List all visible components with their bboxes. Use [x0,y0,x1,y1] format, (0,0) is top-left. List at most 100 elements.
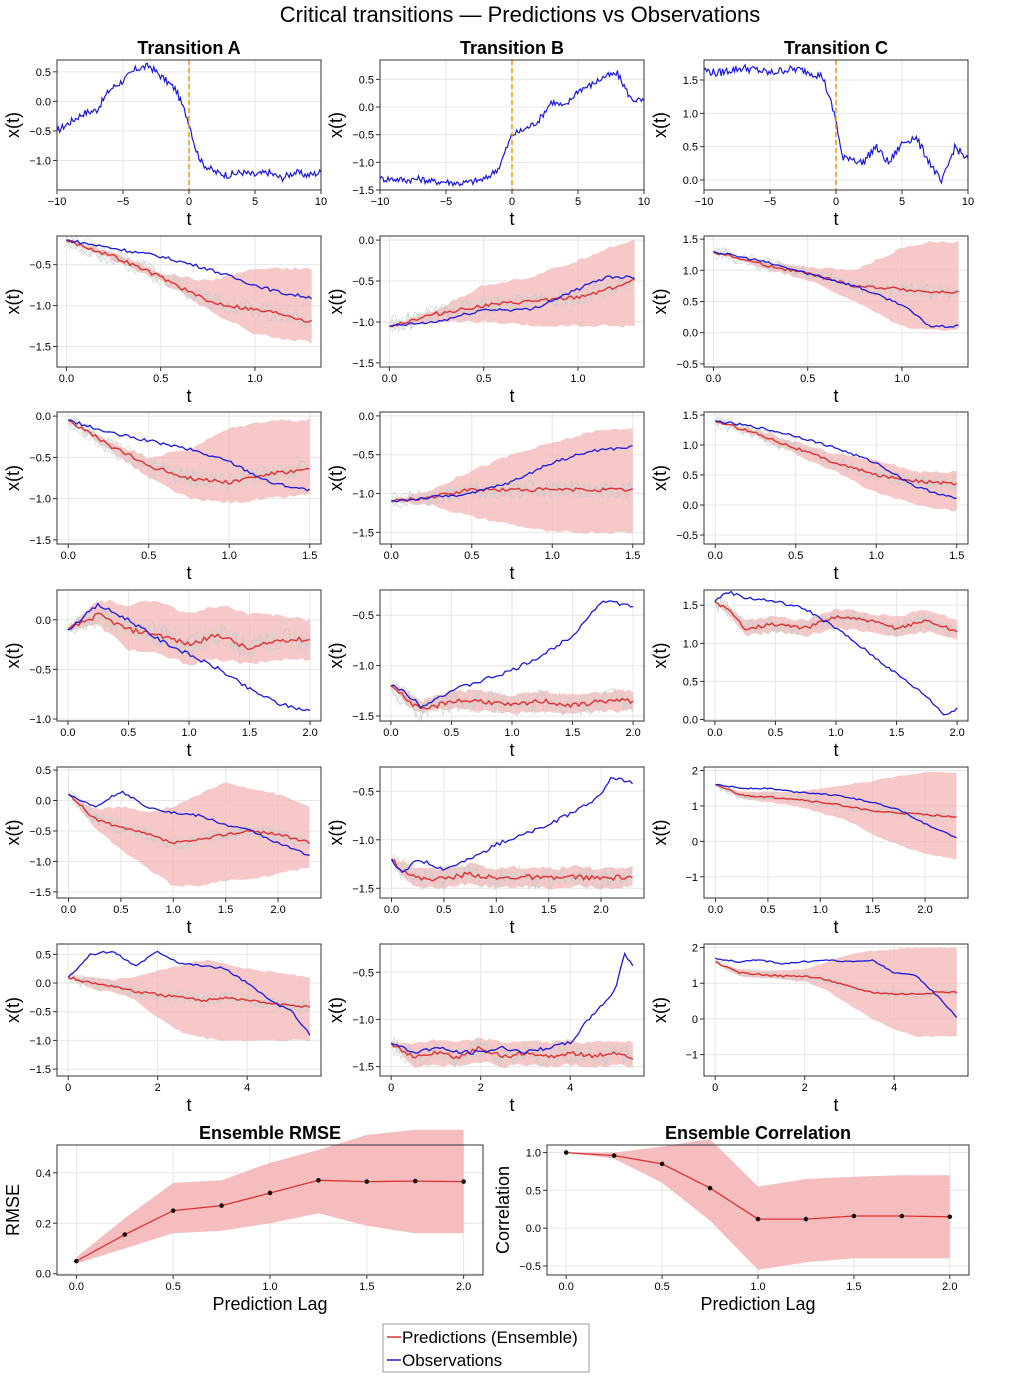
pred-panel-5-1-ytick-label: −1.5 [352,1062,374,1074]
pred-panel-3-1-ytick-label: −1.0 [352,661,374,673]
top-panel-2-xtick-label: 5 [899,196,905,208]
summary-panel-0-point [74,1258,79,1264]
top-panel-1-ytick-label: 0.0 [359,102,374,114]
pred-panel-5-0-ensemble-member [67,970,311,1014]
pred-panel-2-2-xtick-label: 0.5 [788,550,803,562]
pred-panel-1-1-frame [379,235,645,368]
summary-panel-1-point [563,1150,569,1155]
pred-panel-4-2-ensemble-member [715,783,957,822]
pred-panel-2-0-frame [56,411,322,545]
top-panel-2-xtick-label: 0 [833,196,839,208]
pred-panel-5-2-prediction-band [715,947,957,1038]
top-panel-0-ytick-label: 0.5 [36,67,51,79]
top-panel-2-xtick-label: −10 [695,196,714,208]
top-panel-0-ytick-label: 0.0 [36,96,51,108]
pred-panel-3-2-xtick-label: 2.0 [949,727,964,739]
pred-panel-5-1-ytick-label: −0.5 [352,967,374,979]
pred-panel-2-1-frame [379,411,645,545]
pred-panel-2-0-xtick-label: 1.5 [302,550,317,562]
pred-panel-1-2-observation-line [713,250,959,328]
pred-panel-1-0-xlabel: t [186,386,191,406]
pred-panel-5-1-prediction-line [390,1042,634,1060]
summary-panel-1-xtick-label: 0.5 [654,1281,669,1293]
pred-panel-1-1: 0.0 0.5 1.0 0.0 −0.5 −1.0 −1.5 t x(t) [326,235,645,406]
pred-panel-1-2-xlabel: t [833,386,838,406]
pred-panel-3-1-ytick-label: −0.5 [352,610,374,622]
pred-panel-4-0-frame [56,766,322,899]
pred-panel-5-2-ytick-label: 2 [692,943,698,955]
pred-panel-1-2-frame [703,235,969,368]
pred-panel-4-1-ylabel: x(t) [326,820,346,846]
pred-panel-5-2-ylabel: x(t) [650,997,670,1023]
pred-panel-2-0-xlabel: t [186,563,191,583]
summary-panel-0-point [412,1178,418,1184]
pred-panel-4-2-xtick-label: 2.0 [917,904,932,916]
pred-panel-5-0-xtick-label: 0 [65,1082,71,1094]
pred-panel-5-0-ytick-label: −1.0 [29,1035,51,1047]
pred-panel-2-1-xlabel: t [509,563,514,583]
pred-panel-4-0-ensemble-member [68,794,310,850]
pred-panel-4-0-xtick-label: 2.0 [270,904,285,916]
top-panel-2-xtick-label: 10 [962,196,974,208]
pred-panel-3-1-frame [379,589,645,722]
top-panel-2-ylabel: x(t) [650,112,670,138]
pred-panel-2-1-xtick-label: 1.0 [545,550,560,562]
pred-panel-1-1-xtick-label: 0.0 [382,373,397,385]
pred-panel-3-1-xtick-label: 0.0 [383,727,398,739]
pred-panel-3-1-observation-line [390,600,634,709]
pred-panel-5-0-ylabel: x(t) [3,997,23,1023]
top-panel-1-xlabel: t [509,209,514,229]
pred-panel-5-0-observation-line [67,950,311,1036]
pred-panel-4-1-xtick-label: 0.0 [384,904,399,916]
pred-panel-3-0-ytick-label: −0.5 [29,664,51,676]
pred-panel-3-0-xtick-label: 1.5 [242,727,257,739]
summary-panel-1-point [851,1213,857,1219]
pred-panel-1-0-ylabel: x(t) [3,289,23,315]
pred-panel-5-2-ytick-label: 1 [692,978,698,990]
pred-panel-5-0-frame [56,943,322,1077]
pred-panel-1-2: 0.0 0.5 1.0 1.5 1.0 0.5 0.0 −0.5 t x(t) [650,234,969,406]
pred-panel-1-2-xtick-label: 0.0 [706,373,721,385]
pred-panel-2-0-ytick-label: 0.0 [36,411,51,423]
pred-panel-2-0-prediction-band [68,419,310,504]
pred-panel-4-0-xtick-label: 0.0 [61,904,76,916]
pred-panel-4-2-xlabel: t [833,917,838,937]
top-panel-1-xtick-label: 10 [638,196,650,208]
pred-panel-1-0-ytick-label: −0.5 [29,260,51,272]
pred-panel-3-1-xlabel: t [509,740,514,760]
summary-panel-0-point [170,1208,176,1213]
summary-panel-0-xtick-label: 0.5 [166,1281,181,1293]
summary-panel-0-xtick-label: 1.5 [359,1281,374,1293]
pred-panel-2-1-xtick-label: 0.5 [464,550,479,562]
pred-panel-5-2-xlabel: t [833,1095,838,1115]
pred-panel-2-2-xtick-label: 1.5 [949,550,964,562]
summary-panel-0-ytick-label: 0.4 [36,1168,51,1180]
pred-panel-3-0-ytick-label: −1.0 [29,714,51,726]
pred-panel-2-0-xtick-label: 0.0 [61,550,76,562]
pred-panel-3-2-observation-line [714,590,958,716]
pred-panel-3-1-ensemble-member [390,683,634,721]
pred-panel-5-2-xtick-label: 4 [891,1082,897,1094]
pred-panel-3-2-prediction-line [714,600,958,633]
pred-panel-4-1: 0.0 0.5 1.0 1.5 2.0 −0.5 −1.0 −1.5 t x(t) [326,766,645,937]
pred-panel-4-1-prediction-line [391,858,633,882]
pred-panel-5-0-xlabel: t [186,1095,191,1115]
pred-panel-4-1-xtick-label: 0.5 [436,904,451,916]
pred-panel-2-0-prediction-line [67,419,310,485]
summary-panel-1-point [659,1161,665,1167]
pred-panel-1-2-ytick-label: 0.5 [683,297,698,309]
top-panel-2-xlabel: t [833,209,838,229]
pred-panel-2-2-ensemble-member [714,420,958,492]
summary-panel-1-title: Ensemble Correlation [665,1123,851,1143]
top-panel-2-xtick-label: −5 [764,196,777,208]
column-title-c: Transition C [784,38,888,58]
pred-panel-2-0: 0.0 0.5 1.0 1.5 0.0 −0.5 −1.0 −1.5 t x(t) [3,411,322,583]
pred-panel-4-2-prediction-line [715,784,957,818]
pred-panel-5-1-xlabel: t [509,1095,514,1115]
pred-panel-3-2-ytick-label: 1.5 [683,600,698,612]
summary-panel-0-point [461,1179,466,1184]
pred-panel-2-2-xlabel: t [833,563,838,583]
pred-panel-1-2-ylabel: x(t) [650,289,670,315]
pred-panel-2-2-frame [703,411,969,545]
summary-panel-1-frame [546,1144,970,1276]
